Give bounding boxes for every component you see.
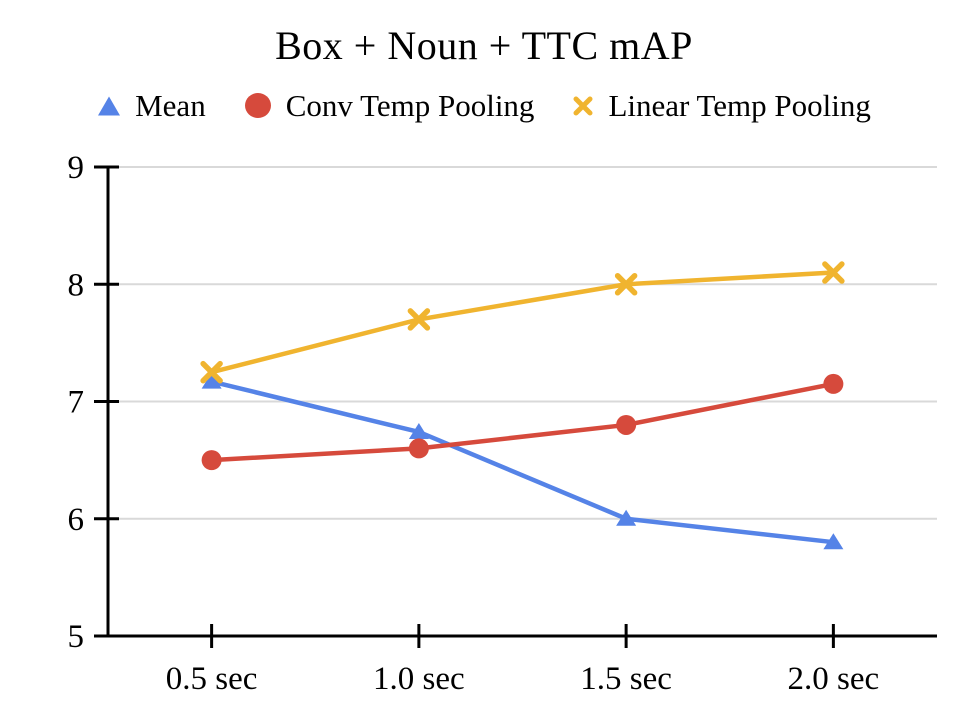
data-point-triangle-mean [823,533,844,550]
y-tick-label: 6 [68,502,85,538]
y-tick-label: 5 [68,619,85,655]
data-point-triangle-mean [201,372,222,389]
legend-item-conv-temp-pooling: Conv Temp Pooling [244,88,535,123]
x-tick-label: 1.5 sec [580,661,672,697]
circle-marker-icon [244,93,271,118]
y-tick-label: 9 [68,150,85,186]
data-point-circle-conv-temp-pooling [616,414,637,435]
legend: Mean Conv Temp Pooling Linear Temp Pooli… [0,90,968,121]
y-tick-label: 8 [68,267,85,303]
triangle-marker-icon [98,96,121,115]
x-tick-label: 1.0 sec [373,661,465,697]
data-point-circle-conv-temp-pooling [201,450,222,471]
series-line-conv-temp-pooling [209,381,836,463]
x-marker-icon [573,96,593,115]
data-point-circle-conv-temp-pooling [408,438,429,459]
y-tick-label: 7 [68,385,85,421]
data-point-x-linear-temp-pooling [200,360,223,384]
chart-title: Box + Noun + TTC mAP [275,23,693,68]
data-point-x-linear-temp-pooling [407,308,431,331]
series-line-mean [209,379,836,545]
data-point-x-linear-temp-pooling [822,261,845,284]
series-line-linear-temp-pooling [209,270,836,375]
legend-label-linear-temp-pooling: Linear Temp Pooling [608,88,871,123]
data-point-triangle-mean [408,422,429,439]
data-point-x-linear-temp-pooling [614,273,638,296]
data-point-triangle-mean [616,509,637,526]
x-tick-label: 2.0 sec [788,661,880,697]
data-point-circle-conv-temp-pooling [823,373,844,394]
legend-label-conv-temp-pooling: Conv Temp Pooling [285,88,535,123]
x-tick-label: 0.5 sec [166,661,258,697]
legend-item-mean: Mean [97,90,206,121]
legend-label-mean: Mean [135,88,206,123]
legend-item-linear-temp-pooling: Linear Temp Pooling [572,88,871,123]
